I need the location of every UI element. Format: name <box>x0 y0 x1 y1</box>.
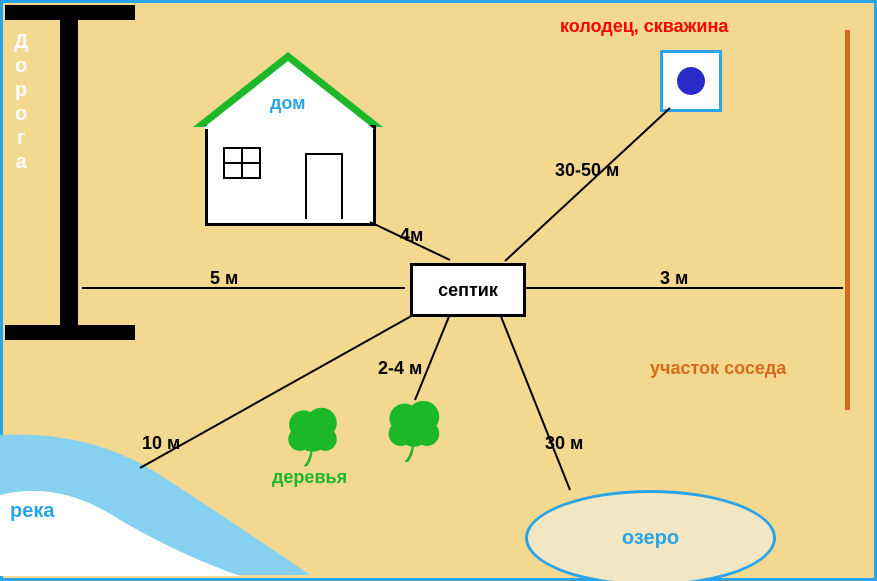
house-door-icon <box>305 153 343 219</box>
distance-label-d_road: 5 м <box>210 268 238 289</box>
house-label: дом <box>270 93 306 114</box>
distance-label-d_river: 10 м <box>142 433 180 454</box>
tree-icon <box>385 398 443 464</box>
well-dot-icon <box>677 67 705 95</box>
river-label: река <box>10 500 54 523</box>
diagram-canvas: Дорога дом колодец, скважина участок сос… <box>0 0 877 581</box>
road-bottom <box>5 325 135 340</box>
distance-label-d_trees: 2-4 м <box>378 358 422 379</box>
lake-label: озеро <box>622 527 679 550</box>
well-title: колодец, скважина <box>560 16 728 37</box>
distance-label-d_lake: 30 м <box>545 433 583 454</box>
house-window-icon <box>223 147 261 179</box>
septic-box: септик <box>410 263 526 317</box>
distance-label-d_well: 30-50 м <box>555 160 619 181</box>
distance-label-d_fence: 3 м <box>660 268 688 289</box>
septic-label: септик <box>438 280 498 301</box>
well-icon <box>660 50 722 112</box>
tree-icon <box>285 405 340 468</box>
distance-label-d_house: 4м <box>400 225 423 246</box>
neighbor-fence <box>845 30 850 410</box>
road-label: Дорога <box>14 30 30 174</box>
house: дом <box>205 55 206 56</box>
road-left <box>60 5 78 340</box>
lake: озеро <box>525 490 776 581</box>
neighbor-label: участок соседа <box>650 358 786 379</box>
trees-label: деревья <box>272 467 347 488</box>
